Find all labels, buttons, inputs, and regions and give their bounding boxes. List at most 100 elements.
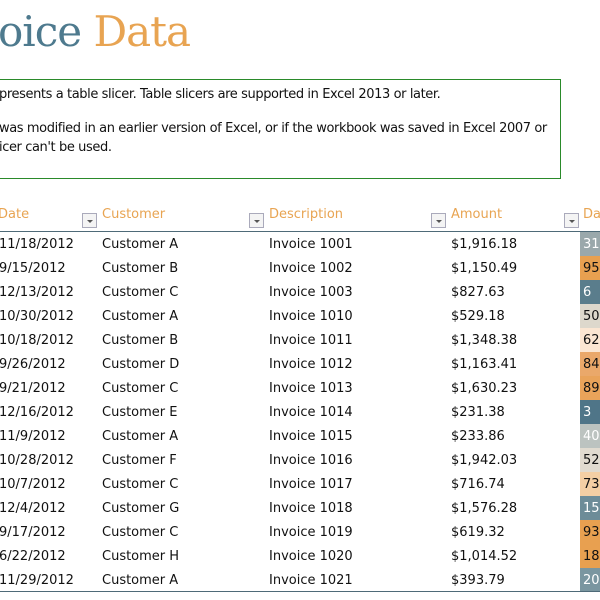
cell-customer[interactable]: Customer D xyxy=(102,357,180,372)
cell-customer[interactable]: Customer C xyxy=(102,285,179,300)
cell-description[interactable]: Invoice 1015 xyxy=(269,429,353,444)
cell-date[interactable]: 10/30/2012 xyxy=(0,309,74,324)
cell-date[interactable]: 10/18/2012 xyxy=(0,333,74,348)
cell-days[interactable]: 95 xyxy=(580,256,600,280)
cell-description[interactable]: Invoice 1019 xyxy=(269,525,353,540)
table-row[interactable]: 11/9/2012 Customer A Invoice 1015 $233.86 40 xyxy=(0,424,600,448)
column-header-customer[interactable]: Customer xyxy=(102,207,166,222)
cell-customer[interactable]: Customer G xyxy=(102,501,180,516)
cell-customer[interactable]: Customer C xyxy=(102,381,179,396)
amount-filter-dropdown[interactable] xyxy=(564,213,579,228)
table-row[interactable]: 10/7/2012 Customer C Invoice 1017 $716.74 73 xyxy=(0,472,600,496)
cell-customer[interactable]: Customer A xyxy=(102,309,179,324)
cell-description[interactable]: Invoice 1016 xyxy=(269,453,353,468)
cell-amount[interactable]: $233.86 xyxy=(451,429,505,444)
cell-customer[interactable]: Customer H xyxy=(102,549,180,564)
cell-days[interactable]: 73 xyxy=(580,472,600,496)
cell-amount[interactable]: $1,014.52 xyxy=(451,549,518,564)
cell-customer[interactable]: Customer B xyxy=(102,261,179,276)
cell-customer[interactable]: Customer C xyxy=(102,477,179,492)
cell-days[interactable]: 31 xyxy=(580,232,600,256)
cell-description[interactable]: Invoice 1014 xyxy=(269,405,353,420)
cell-amount[interactable]: $619.32 xyxy=(451,525,505,540)
cell-date[interactable]: 9/21/2012 xyxy=(0,381,66,396)
cell-amount[interactable]: $1,348.38 xyxy=(451,333,518,348)
table-row[interactable]: 12/16/2012 Customer E Invoice 1014 $231.38 3 xyxy=(0,400,600,424)
table-row[interactable]: 9/15/2012 Customer B Invoice 1002 $1,150.49… xyxy=(0,256,600,280)
table-row[interactable]: 11/29/2012 Customer A Invoice 1021 $393.79 2… xyxy=(0,568,600,592)
cell-amount[interactable]: $231.38 xyxy=(451,405,505,420)
cell-days[interactable]: 93 xyxy=(580,520,600,544)
cell-customer[interactable]: Customer F xyxy=(102,453,177,468)
cell-days[interactable]: 3 xyxy=(580,400,600,424)
cell-days[interactable]: 84 xyxy=(580,352,600,376)
cell-description[interactable]: Invoice 1003 xyxy=(269,285,353,300)
cell-description[interactable]: Invoice 1011 xyxy=(269,333,353,348)
cell-customer[interactable]: Customer E xyxy=(102,405,178,420)
table-row[interactable]: 11/18/2012 Customer A Invoice 1001 $1,916.1… xyxy=(0,232,600,256)
cell-days[interactable]: 15 xyxy=(580,496,600,520)
cell-description[interactable]: Invoice 1013 xyxy=(269,381,353,396)
customer-filter-dropdown[interactable] xyxy=(249,213,264,228)
cell-description[interactable]: Invoice 1002 xyxy=(269,261,353,276)
cell-date[interactable]: 12/13/2012 xyxy=(0,285,74,300)
cell-customer[interactable]: Customer A xyxy=(102,429,179,444)
cell-customer[interactable]: Customer C xyxy=(102,525,179,540)
cell-date[interactable]: 10/28/2012 xyxy=(0,453,74,468)
cell-days[interactable]: 89 xyxy=(580,376,600,400)
cell-date[interactable]: 10/7/2012 xyxy=(0,477,66,492)
cell-date[interactable]: 6/22/2012 xyxy=(0,549,66,564)
cell-date[interactable]: 11/18/2012 xyxy=(0,237,74,252)
cell-amount[interactable]: $827.63 xyxy=(451,285,505,300)
date-filter-dropdown[interactable] xyxy=(82,213,97,228)
cell-description[interactable]: Invoice 1017 xyxy=(269,477,353,492)
cell-amount[interactable]: $529.18 xyxy=(451,309,505,324)
cell-amount[interactable]: $1,916.18 xyxy=(451,237,518,252)
slicer-placeholder-notice[interactable]: presents a table slicer. Table slicers a… xyxy=(0,79,561,179)
cell-description[interactable]: Invoice 1010 xyxy=(269,309,353,324)
cell-amount[interactable]: $1,150.49 xyxy=(451,261,518,276)
table-row[interactable]: 9/17/2012 Customer C Invoice 1019 $619.32 93 xyxy=(0,520,600,544)
cell-date[interactable]: 11/9/2012 xyxy=(0,429,66,444)
cell-customer[interactable]: Customer A xyxy=(102,573,179,588)
cell-amount[interactable]: $1,163.41 xyxy=(451,357,518,372)
column-header-amount[interactable]: Amount xyxy=(451,207,503,222)
column-header-date[interactable]: Date xyxy=(0,207,30,222)
cell-description[interactable]: Invoice 1020 xyxy=(269,549,353,564)
cell-date[interactable]: 11/29/2012 xyxy=(0,573,74,588)
cell-days[interactable]: 40 xyxy=(580,424,600,448)
table-row[interactable]: 12/13/2012 Customer C Invoice 1003 $827.63 6 xyxy=(0,280,600,304)
cell-customer[interactable]: Customer A xyxy=(102,237,179,252)
cell-amount[interactable]: $1,576.28 xyxy=(451,501,518,516)
column-header-days[interactable]: Da xyxy=(583,207,600,222)
table-row[interactable]: 9/26/2012 Customer D Invoice 1012 $1,163.41… xyxy=(0,352,600,376)
cell-date[interactable]: 12/4/2012 xyxy=(0,501,66,516)
cell-amount[interactable]: $393.79 xyxy=(451,573,505,588)
cell-amount[interactable]: $1,942.03 xyxy=(451,453,518,468)
cell-customer[interactable]: Customer B xyxy=(102,333,179,348)
cell-date[interactable]: 12/16/2012 xyxy=(0,405,74,420)
cell-description[interactable]: Invoice 1001 xyxy=(269,237,353,252)
cell-days[interactable]: 62 xyxy=(580,328,600,352)
cell-days[interactable]: 180 xyxy=(580,544,600,568)
cell-amount[interactable]: $716.74 xyxy=(451,477,505,492)
cell-days[interactable]: 20 xyxy=(580,568,600,592)
cell-days[interactable]: 50 xyxy=(580,304,600,328)
cell-description[interactable]: Invoice 1012 xyxy=(269,357,353,372)
table-row[interactable]: 10/30/2012 Customer A Invoice 1010 $529.18 5… xyxy=(0,304,600,328)
cell-date[interactable]: 9/15/2012 xyxy=(0,261,66,276)
cell-days[interactable]: 52 xyxy=(580,448,600,472)
table-row[interactable]: 6/22/2012 Customer H Invoice 1020 $1,014.52… xyxy=(0,544,600,568)
cell-date[interactable]: 9/26/2012 xyxy=(0,357,66,372)
description-filter-dropdown[interactable] xyxy=(431,213,446,228)
table-row[interactable]: 12/4/2012 Customer G Invoice 1018 $1,576.28… xyxy=(0,496,600,520)
table-row[interactable]: 10/18/2012 Customer B Invoice 1011 $1,348.3… xyxy=(0,328,600,352)
cell-date[interactable]: 9/17/2012 xyxy=(0,525,66,540)
table-row[interactable]: 10/28/2012 Customer F Invoice 1016 $1,942.0… xyxy=(0,448,600,472)
cell-description[interactable]: Invoice 1018 xyxy=(269,501,353,516)
table-row[interactable]: 9/21/2012 Customer C Invoice 1013 $1,630.23… xyxy=(0,376,600,400)
cell-description[interactable]: Invoice 1021 xyxy=(269,573,353,588)
cell-amount[interactable]: $1,630.23 xyxy=(451,381,518,396)
cell-days[interactable]: 6 xyxy=(580,280,600,304)
column-header-description[interactable]: Description xyxy=(269,207,344,222)
